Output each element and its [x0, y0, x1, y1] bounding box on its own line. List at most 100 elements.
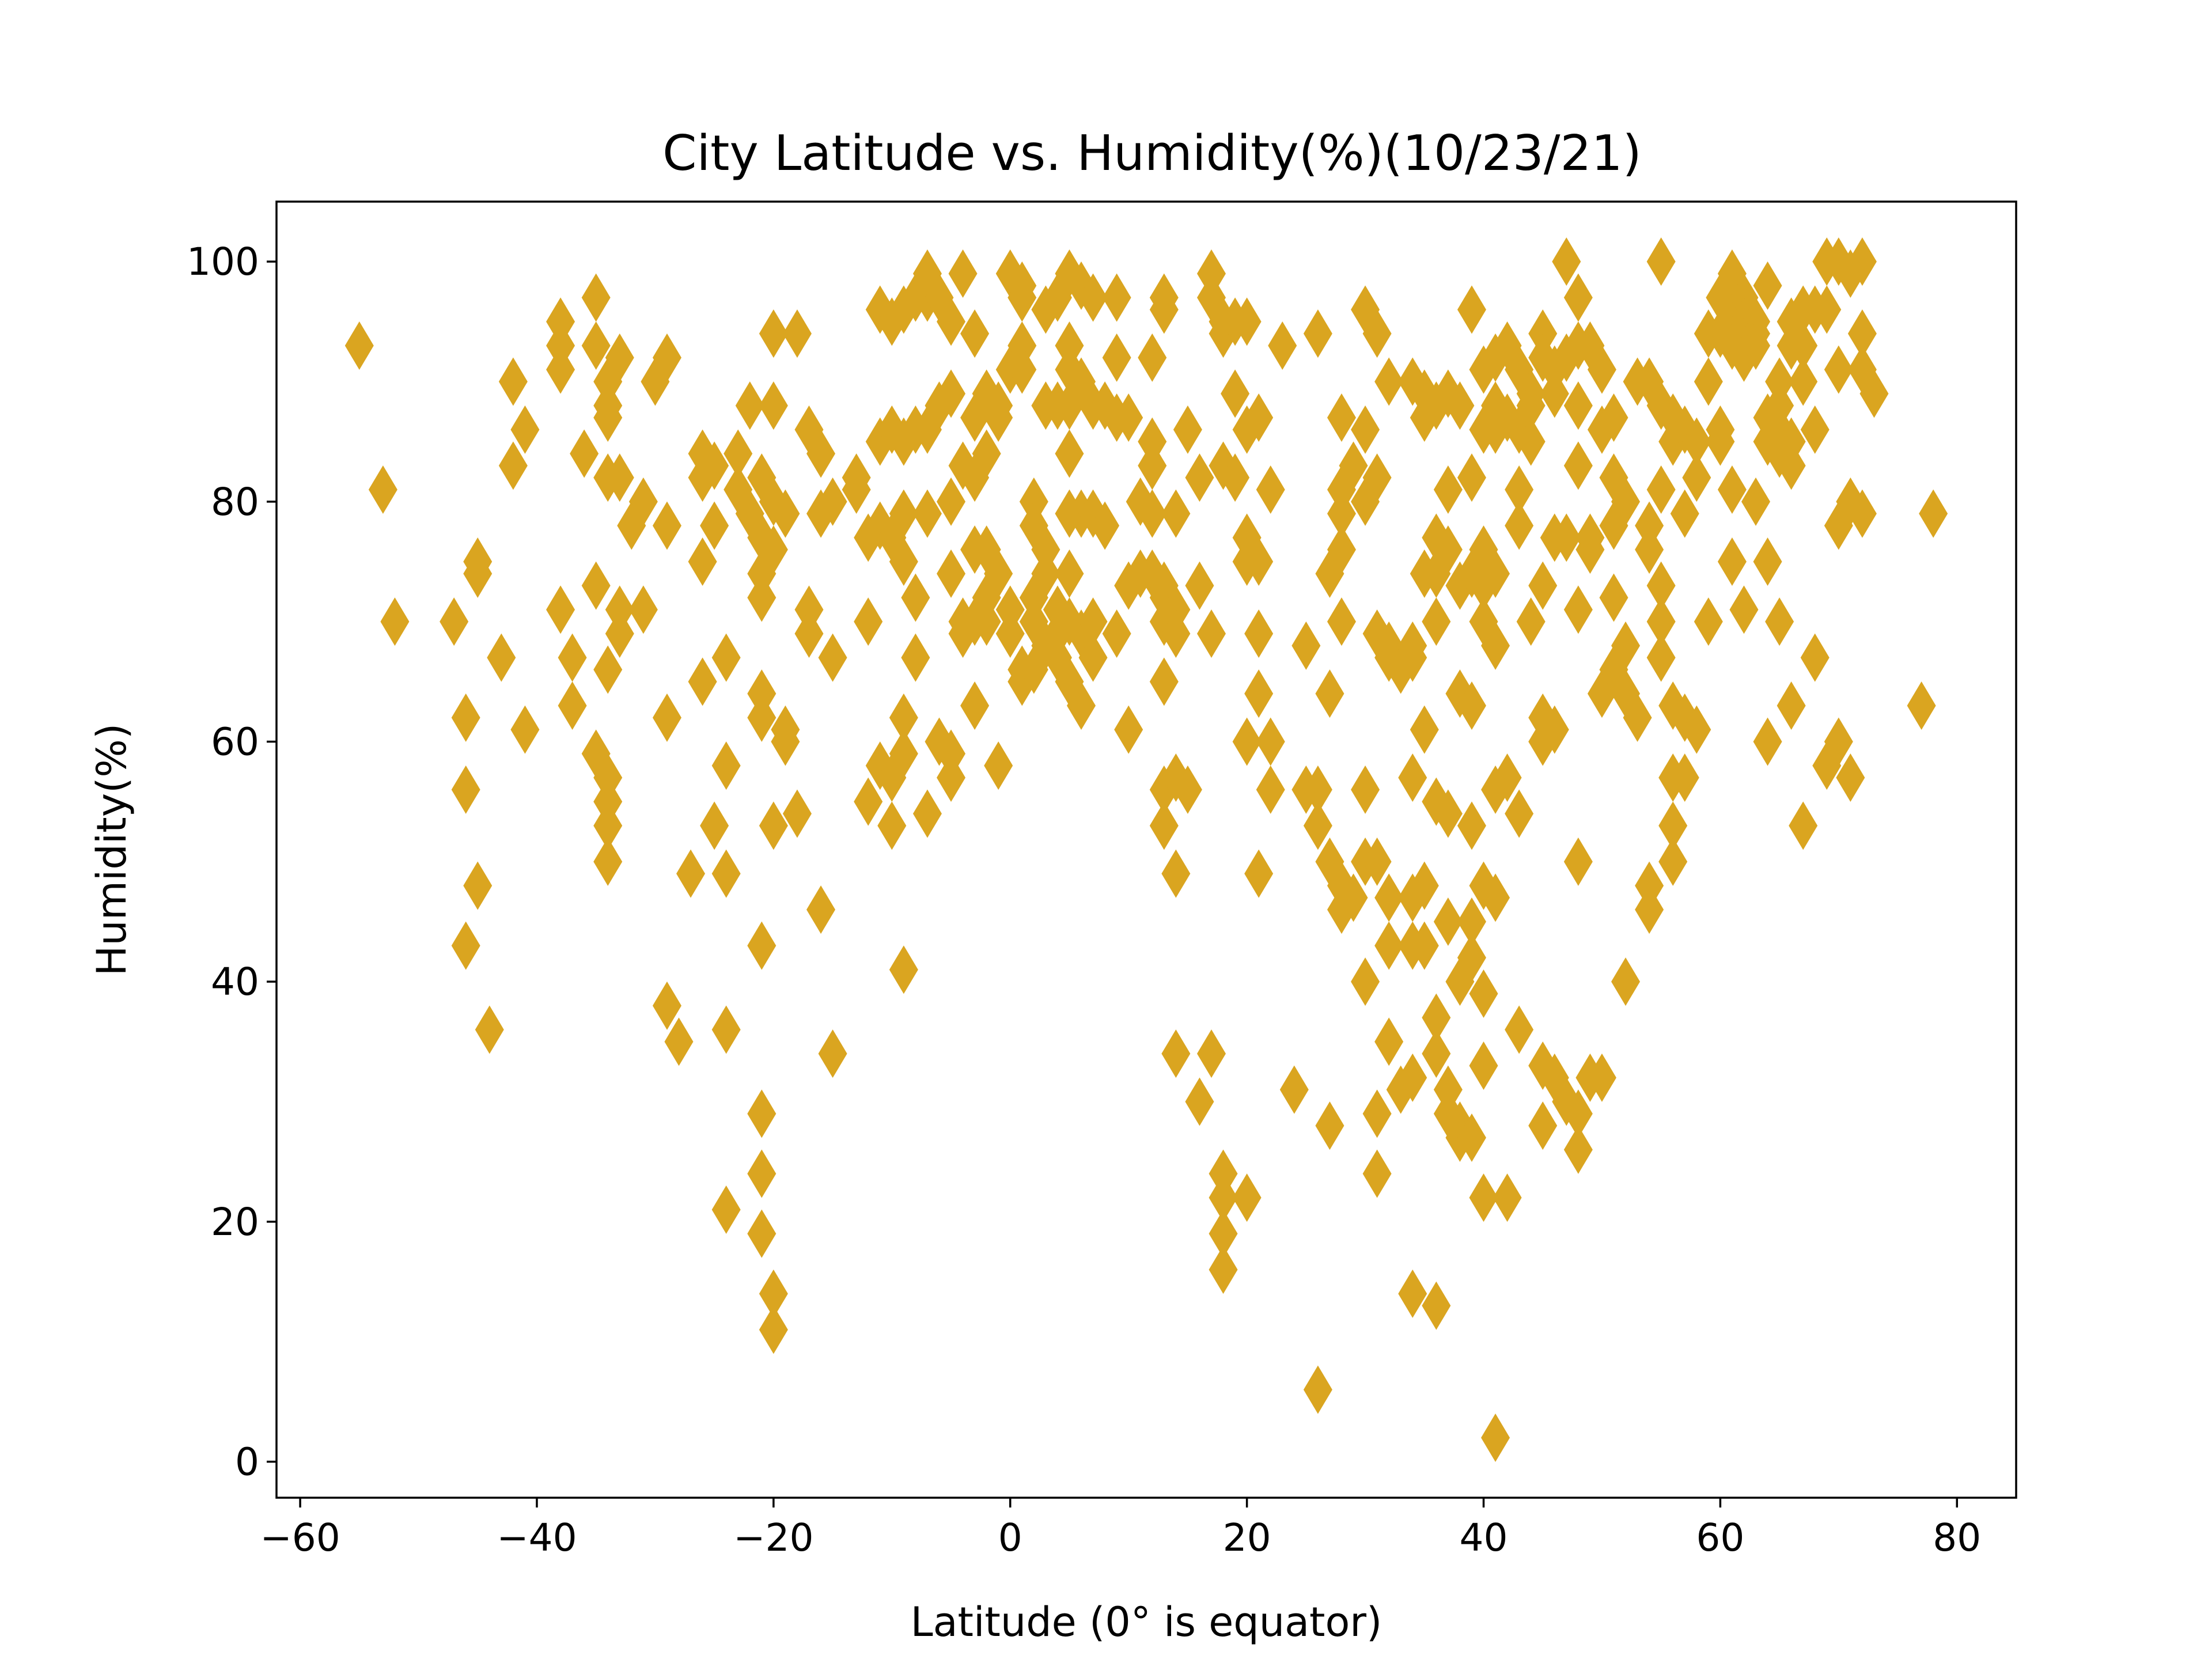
- data-point: [889, 537, 918, 586]
- data-point: [818, 1029, 847, 1078]
- data-point: [735, 381, 764, 430]
- data-point: [1303, 309, 1332, 358]
- data-point: [1800, 633, 1830, 682]
- data-point: [937, 753, 966, 802]
- data-point: [711, 1005, 741, 1054]
- data-point: [1563, 1125, 1593, 1174]
- x-tick-label: 80: [1933, 1516, 1981, 1560]
- data-point: [1824, 345, 1853, 394]
- x-tick-label: −60: [260, 1516, 340, 1560]
- data-point: [1919, 489, 1948, 538]
- data-point: [1149, 285, 1179, 334]
- data-point: [1528, 561, 1558, 610]
- data-point: [759, 309, 788, 358]
- data-point: [711, 741, 741, 790]
- data-point: [1114, 393, 1143, 442]
- data-point: [1493, 753, 1522, 802]
- data-point: [1563, 1089, 1593, 1138]
- data-point: [1256, 765, 1285, 814]
- y-tick-label: 20: [211, 1200, 259, 1244]
- x-tick-label: 20: [1223, 1516, 1271, 1560]
- data-point: [1007, 273, 1037, 322]
- data-point: [901, 573, 930, 622]
- data-point: [558, 681, 587, 730]
- y-axis-ticks: 0 20 40 60 80 100: [187, 240, 276, 1484]
- data-point: [1138, 333, 1167, 382]
- data-point: [1244, 537, 1274, 586]
- data-point: [1836, 753, 1865, 802]
- data-point: [937, 297, 966, 346]
- data-point: [889, 489, 918, 538]
- data-point: [1185, 453, 1214, 502]
- data-point: [1505, 501, 1534, 550]
- data-point: [1398, 753, 1427, 802]
- data-point: [972, 597, 1001, 646]
- data-point: [1457, 285, 1486, 334]
- data-point: [1007, 345, 1037, 394]
- y-tick-label: 100: [187, 240, 259, 284]
- data-point: [1351, 957, 1380, 1006]
- data-point: [546, 297, 575, 346]
- data-point: [1244, 669, 1274, 718]
- data-point: [1635, 525, 1664, 574]
- data-point: [1457, 801, 1486, 850]
- data-point: [1658, 837, 1688, 886]
- data-point: [1410, 705, 1439, 754]
- data-point: [1457, 453, 1486, 502]
- data-point: [937, 477, 966, 526]
- data-point: [1268, 321, 1297, 370]
- data-point: [1528, 1101, 1558, 1150]
- data-point: [605, 453, 634, 502]
- data-point: [440, 597, 469, 646]
- data-point: [1777, 681, 1806, 730]
- data-point: [842, 465, 871, 514]
- data-point: [1244, 849, 1274, 898]
- data-point: [1031, 549, 1060, 598]
- data-point: [1575, 525, 1605, 574]
- data-point: [1847, 237, 1877, 286]
- data-point: [1563, 441, 1593, 490]
- data-point: [747, 921, 777, 970]
- data-point: [984, 393, 1013, 442]
- data-point: [451, 693, 480, 742]
- data-point: [1327, 489, 1356, 538]
- data-point: [593, 837, 623, 886]
- data-point: [1789, 321, 1818, 370]
- data-point: [605, 609, 634, 658]
- data-point: [960, 681, 990, 730]
- data-point: [1445, 381, 1475, 430]
- data-point: [1777, 441, 1806, 490]
- data-point: [652, 501, 681, 550]
- data-point: [652, 693, 681, 742]
- data-point: [1611, 477, 1641, 526]
- data-point: [1481, 1413, 1510, 1462]
- x-tick-label: 40: [1460, 1516, 1508, 1560]
- data-point: [901, 633, 930, 682]
- data-point: [1563, 381, 1593, 430]
- data-point: [700, 501, 729, 550]
- plot-area-frame: [275, 200, 2017, 1499]
- data-point: [771, 489, 800, 538]
- data-point: [1232, 717, 1262, 766]
- data-point: [1232, 1173, 1262, 1222]
- data-point: [759, 1269, 788, 1318]
- data-point: [1789, 801, 1818, 850]
- data-point: [877, 801, 907, 850]
- data-point: [498, 441, 528, 490]
- data-point: [1563, 273, 1593, 322]
- y-axis-label: Humidity(%): [88, 724, 135, 976]
- data-point: [581, 321, 611, 370]
- data-point: [1196, 609, 1226, 658]
- data-point: [1493, 1173, 1522, 1222]
- data-point: [1859, 369, 1889, 418]
- data-point: [1221, 369, 1250, 418]
- data-point: [1824, 717, 1853, 766]
- data-point: [1658, 801, 1688, 850]
- data-point: [1043, 273, 1072, 322]
- data-point: [1457, 933, 1486, 982]
- data-point: [1599, 393, 1628, 442]
- data-point: [1114, 705, 1143, 754]
- data-point: [1516, 417, 1546, 466]
- data-point: [1505, 1005, 1534, 1054]
- y-tick-label: 0: [235, 1440, 259, 1484]
